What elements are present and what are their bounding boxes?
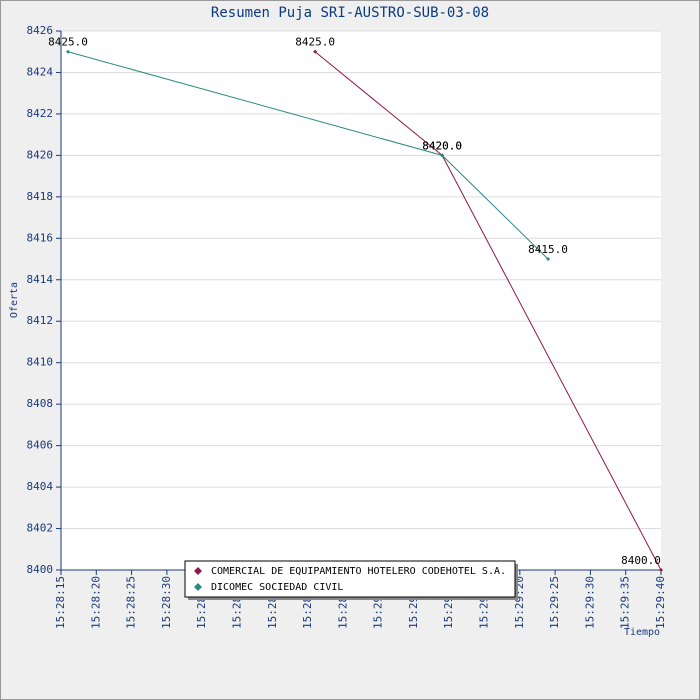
legend-label: DICOMEC SOCIEDAD CIVIL [211, 582, 343, 593]
y-tick-label: 8424 [27, 65, 54, 78]
y-tick-label: 8414 [27, 273, 54, 286]
data-label: 8425.0 [295, 36, 335, 49]
legend-box [184, 560, 516, 598]
y-tick-label: 8426 [27, 24, 54, 37]
x-tick-label: 15:29:30 [583, 576, 596, 629]
data-label: 8420.0 [422, 139, 462, 152]
legend-marker [194, 583, 202, 591]
y-tick-label: 8418 [27, 190, 54, 203]
y-tick-label: 8408 [27, 397, 54, 410]
point [66, 49, 71, 54]
point [313, 49, 318, 54]
data-label: 8425.0 [48, 36, 88, 49]
legend-marker [194, 567, 202, 575]
x-tick-label: 15:29:25 [548, 576, 561, 629]
y-tick-label: 8402 [27, 522, 54, 535]
y-tick-label: 8404 [27, 480, 54, 493]
x-axis-label: Tiempo [624, 627, 660, 638]
point [440, 153, 445, 158]
point [546, 257, 551, 262]
data-label: 8415.0 [528, 243, 568, 256]
data-label: 8420.0 [422, 139, 462, 152]
x-tick-label: 15:28:30 [160, 576, 173, 629]
legend-label: COMERCIAL DE EQUIPAMIENTO HOTELERO CODEH… [211, 566, 506, 577]
chart-title: Resumen Puja SRI-AUSTRO-SUB-03-08 [211, 5, 489, 21]
plot-area [61, 31, 661, 570]
x-tick-label: 15:29:40 [654, 576, 667, 629]
x-tick-label: 15:28:25 [125, 576, 138, 629]
y-tick-label: 8412 [27, 314, 54, 327]
point [659, 568, 663, 572]
y-tick-label: 8406 [27, 439, 54, 452]
legend: COMERCIAL DE EQUIPAMIENTO HOTELERO CODEH… [184, 560, 518, 600]
data-label: 8400.0 [621, 554, 661, 567]
y-axis-label: Oferta [9, 282, 20, 318]
y-tick-label: 8420 [27, 148, 54, 161]
y-tick-label: 8410 [27, 356, 54, 369]
y-tick-label: 8422 [27, 107, 54, 120]
y-tick-label: 8416 [27, 231, 54, 244]
x-tick-label: 15:28:15 [54, 576, 67, 629]
y-tick-label: 8400 [27, 563, 54, 576]
x-tick-label: 15:29:35 [619, 576, 632, 629]
x-tick-label: 15:28:20 [89, 576, 102, 629]
